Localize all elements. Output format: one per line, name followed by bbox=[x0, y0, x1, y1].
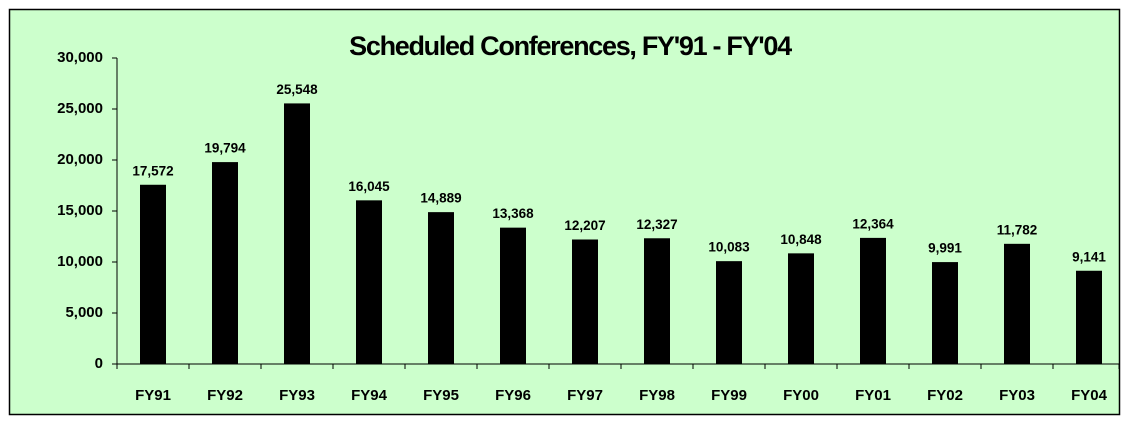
bar bbox=[284, 103, 310, 364]
data-label: 11,782 bbox=[997, 222, 1038, 237]
bar bbox=[644, 238, 670, 364]
x-tick-label: FY01 bbox=[855, 387, 891, 404]
bar bbox=[860, 237, 886, 364]
bar bbox=[428, 212, 454, 364]
bar bbox=[788, 253, 814, 364]
bar bbox=[716, 261, 742, 364]
y-tick-label: 10,000 bbox=[57, 253, 103, 270]
x-tick-label: FY02 bbox=[927, 387, 963, 404]
x-tick-label: FY00 bbox=[783, 387, 819, 404]
data-label: 9,141 bbox=[1072, 249, 1106, 264]
x-tick-label: FY03 bbox=[999, 387, 1035, 404]
x-tick-label: FY95 bbox=[423, 387, 459, 404]
bar bbox=[572, 239, 598, 364]
y-tick-label: 20,000 bbox=[57, 151, 103, 168]
x-tick-label: FY92 bbox=[207, 387, 243, 404]
data-label: 10,083 bbox=[708, 240, 750, 255]
bar bbox=[140, 184, 166, 364]
data-label: 12,364 bbox=[852, 216, 894, 231]
y-tick-label: 15,000 bbox=[57, 202, 103, 219]
x-tick-label: FY97 bbox=[567, 387, 603, 404]
bar bbox=[932, 262, 958, 364]
x-tick-label: FY99 bbox=[711, 387, 747, 404]
x-tick-label: FY98 bbox=[639, 387, 675, 404]
bar bbox=[356, 200, 382, 364]
bar bbox=[1076, 270, 1102, 364]
x-tick-label: FY93 bbox=[279, 387, 315, 404]
y-tick-label: 5,000 bbox=[65, 304, 103, 321]
data-label: 16,045 bbox=[348, 179, 390, 194]
data-label: 13,368 bbox=[492, 206, 534, 221]
data-label: 10,848 bbox=[780, 232, 822, 247]
x-tick-label: FY04 bbox=[1071, 387, 1108, 404]
data-label: 19,794 bbox=[204, 141, 246, 156]
bar bbox=[1004, 243, 1030, 364]
bar bbox=[500, 227, 526, 364]
data-label: 12,327 bbox=[636, 217, 677, 232]
x-tick-label: FY94 bbox=[351, 387, 388, 404]
chart-title: Scheduled Conferences, FY'91 - FY'04 bbox=[349, 31, 792, 61]
bar bbox=[212, 162, 238, 364]
data-label: 9,991 bbox=[928, 241, 962, 256]
y-tick-label: 25,000 bbox=[57, 100, 103, 117]
x-tick-label: FY96 bbox=[495, 387, 531, 404]
data-label: 12,207 bbox=[564, 218, 605, 233]
y-tick-label: 0 bbox=[95, 355, 103, 372]
data-label: 17,572 bbox=[132, 163, 173, 178]
x-tick-label: FY91 bbox=[135, 387, 171, 404]
data-label: 14,889 bbox=[420, 191, 461, 206]
y-tick-label: 30,000 bbox=[57, 49, 103, 66]
data-label: 25,548 bbox=[276, 82, 318, 97]
